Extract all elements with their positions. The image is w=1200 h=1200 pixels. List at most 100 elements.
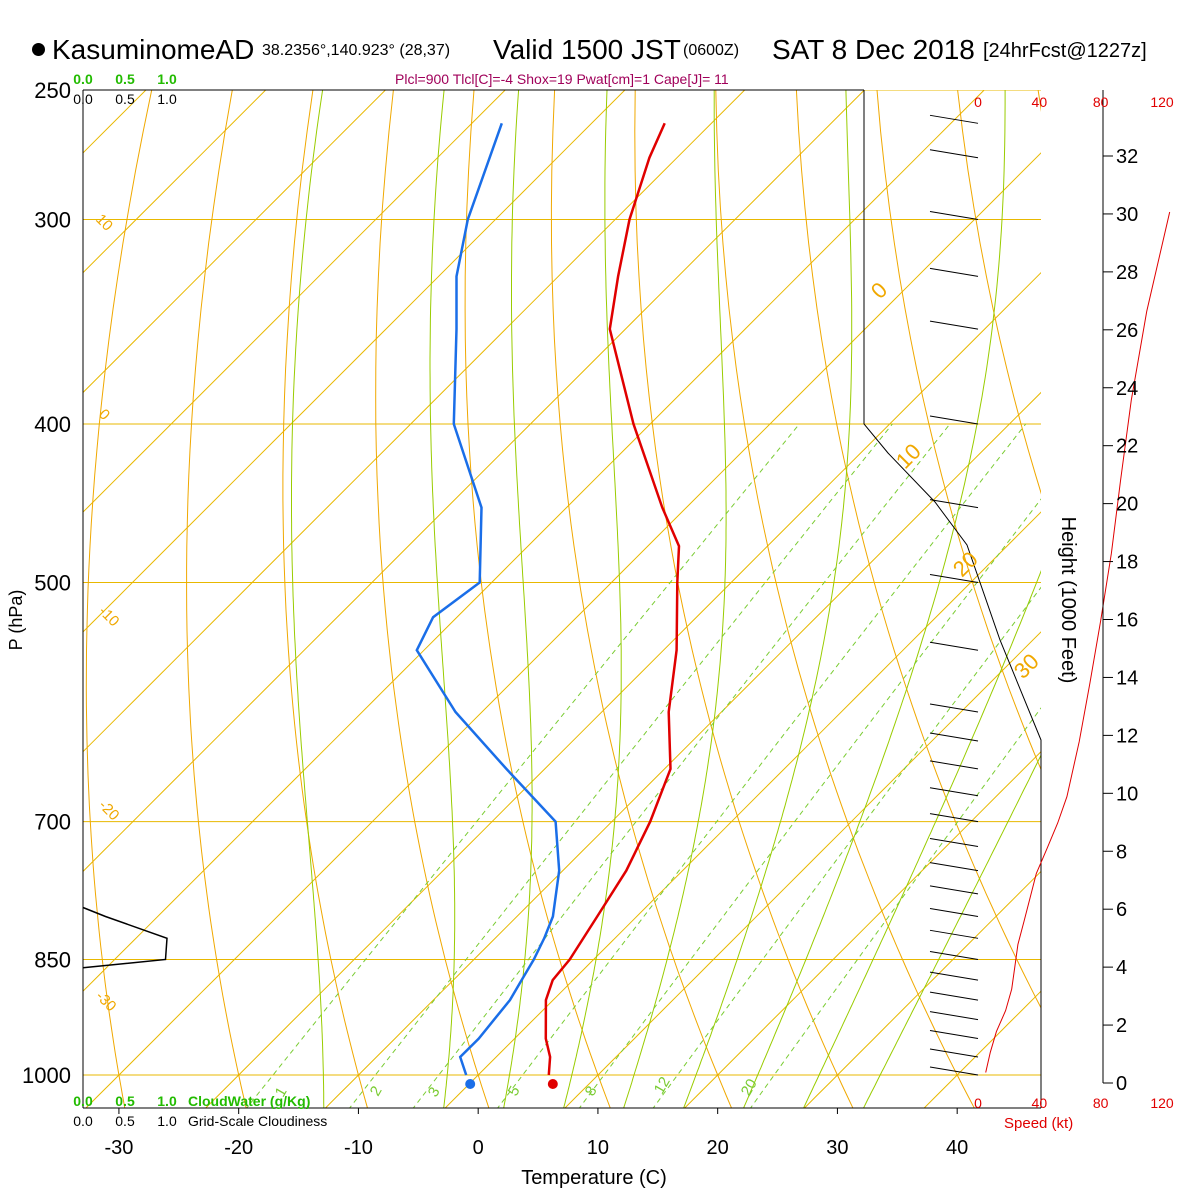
temp-tick-label: 40 <box>946 1137 968 1159</box>
cloudiness-tick-top: 0.5 <box>115 91 135 107</box>
wind-barb <box>929 838 979 847</box>
moist-adiabat-line <box>623 90 727 1108</box>
height-tick-label: 26 <box>1116 320 1138 342</box>
isotherm-line <box>1162 90 1200 1110</box>
forecast-info: [24hrFcst@1227z] <box>983 40 1147 62</box>
temp-tick-label: -20 <box>224 1137 253 1159</box>
cloudiness-curve <box>82 906 168 969</box>
mixing-ratio-line <box>497 423 1027 1108</box>
height-tick-label: 16 <box>1116 610 1138 632</box>
isotherm-line <box>444 511 1041 1108</box>
station-coords: 38.2356°,140.923° (28,37) <box>262 42 451 59</box>
profile-curves <box>415 122 681 1089</box>
mixing-ratio-label: 12 <box>651 1074 674 1097</box>
pressure-tick-label: 850 <box>34 948 71 973</box>
height-tick-label: 2 <box>1116 1015 1127 1037</box>
dry-adiabat-line <box>715 90 975 1108</box>
height-tick-label: 4 <box>1116 957 1127 979</box>
height-tick-label: 30 <box>1116 204 1138 226</box>
mixing-ratio-line <box>749 707 1041 1108</box>
wind-barb <box>929 1011 979 1021</box>
station-name: KasuminomeAD <box>52 34 255 65</box>
mixing-ratio-label: 2 <box>367 1083 386 1099</box>
height-tick-label: 20 <box>1116 494 1138 516</box>
moist-adiabat-line <box>862 754 1041 1108</box>
dry-adiabat-line <box>550 90 733 1108</box>
cloudiness-tick-bottom: 0.5 <box>115 1113 135 1129</box>
isotherm-line <box>803 870 1041 1108</box>
wind-barb <box>929 813 979 823</box>
wind-barb <box>929 929 979 939</box>
speed-tick-label-top: 0 <box>974 94 982 110</box>
mixing-ratio-line <box>246 423 800 1108</box>
dry-adiabat-label: -20 <box>95 797 122 824</box>
wind-barb <box>929 1030 979 1040</box>
isotherm-line <box>923 990 1041 1108</box>
moist-adiabat-line <box>291 90 325 1108</box>
surface-dewpoint-dot <box>465 1079 476 1089</box>
dry-adiabat-line <box>375 90 490 1108</box>
dry-adiabat-label: -30 <box>92 988 119 1015</box>
speed-tick-label-bottom: 0 <box>974 1095 982 1111</box>
wind-barb <box>929 574 979 583</box>
wind-barb <box>929 732 979 742</box>
cloudiness-label: Grid-Scale Cloudiness <box>188 1113 327 1129</box>
dewpoint-curve <box>415 122 561 1076</box>
temp-tick-label: 20 <box>707 1137 729 1159</box>
dry-adiabat-line <box>1119 90 1200 1116</box>
speed-tick-label-bottom: 40 <box>1032 1095 1048 1111</box>
speed-tick-label-top: 40 <box>1032 94 1048 110</box>
cloudiness-tick-top: 1.0 <box>157 91 177 107</box>
wind-barb <box>929 907 979 917</box>
moist-adiabat-line <box>503 90 533 1108</box>
mixing-ratio-line <box>652 586 1041 1108</box>
axis-labels: 0246810121416182022242628303225030040050… <box>6 71 1174 1189</box>
dry-adiabat-line <box>282 90 369 1108</box>
isotherm-label: 0 <box>866 277 892 303</box>
cloudiness-tick-top: 0.0 <box>73 91 93 107</box>
dry-adiabat-label: 10 <box>92 211 116 235</box>
moist-adiabat-line <box>429 90 456 1108</box>
wind-barb <box>929 1066 979 1076</box>
pressure-tick-label: 400 <box>34 412 71 437</box>
temp-tick-label: -30 <box>104 1137 133 1159</box>
dry-adiabat-label: 0 <box>95 406 113 424</box>
pressure-tick-label: 300 <box>34 208 71 233</box>
cloud-water-tick-top: 0.5 <box>115 71 135 87</box>
cloud-water-tick-bottom: 1.0 <box>157 1093 177 1109</box>
height-tick-label: 32 <box>1116 146 1138 168</box>
height-tick-label: 18 <box>1116 552 1138 574</box>
moist-adiabat-line <box>563 90 622 1108</box>
speed-axis-label: Speed (kt) <box>1004 1115 1073 1132</box>
dry-adiabat-line <box>634 90 854 1108</box>
wind-barb <box>929 951 979 961</box>
valid-date: SAT 8 Dec 2018 <box>772 34 975 65</box>
height-tick-label: 22 <box>1116 436 1138 458</box>
height-tick-label: 24 <box>1116 378 1138 400</box>
wind-barb <box>929 971 979 981</box>
dry-adiabat-line <box>85 90 153 1108</box>
height-tick-label: 8 <box>1116 841 1127 863</box>
height-tick-label: 10 <box>1116 783 1138 805</box>
y-axis-label: P (hPa) <box>6 590 26 651</box>
surface-temperature-dot <box>547 1079 558 1089</box>
valid-time-utc: (0600Z) <box>683 42 740 59</box>
dry-adiabat-line <box>957 90 1041 495</box>
wind-barb <box>929 149 979 159</box>
temperature-curve <box>544 122 681 1076</box>
cloud-water-tick-top: 0.0 <box>73 71 93 87</box>
isotherm-label: 10 <box>891 439 926 474</box>
height-tick-label: 0 <box>1116 1073 1127 1095</box>
wind-barb <box>929 862 979 872</box>
speed-tick-label-top: 120 <box>1150 94 1174 110</box>
cloudiness-tick-bottom: 1.0 <box>157 1113 177 1129</box>
mixing-ratio-label: 20 <box>738 1076 761 1099</box>
mixing-ratio-label: 3 <box>425 1084 444 1100</box>
height-tick-label: 28 <box>1116 262 1138 284</box>
speed-tick-label-bottom: 80 <box>1093 1095 1109 1111</box>
wind-barb <box>929 267 979 277</box>
mixing-ratio-line <box>578 498 1041 1108</box>
isotherm-label: 30 <box>1009 649 1044 684</box>
pressure-tick-label: 1000 <box>22 1063 71 1088</box>
